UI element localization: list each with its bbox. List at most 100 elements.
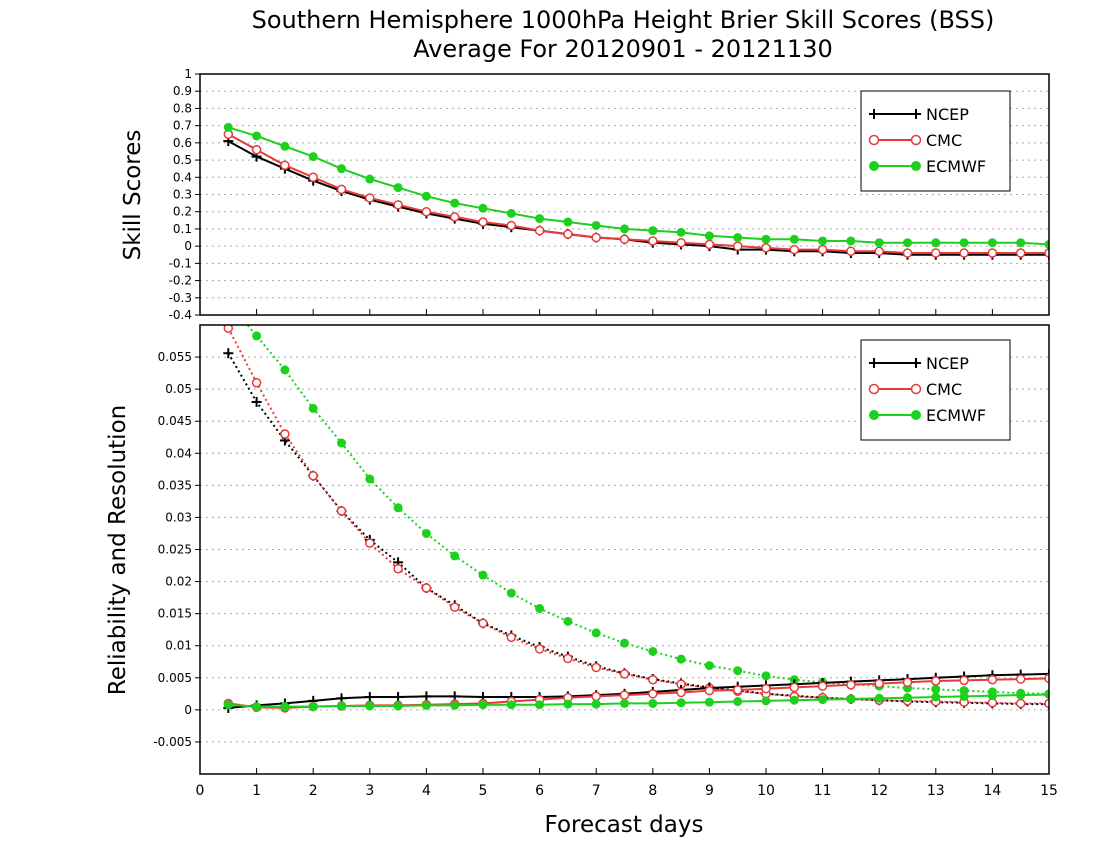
y-tick-label: 1: [184, 67, 192, 81]
series-line-cmc-resolution: [227, 327, 1049, 705]
data-point-cmc: [280, 429, 290, 439]
data-point-cmc: [1015, 248, 1026, 258]
data-point-cmc: [987, 248, 998, 258]
data-point-cmc: [478, 618, 488, 629]
y-tick-label: -0.005: [153, 735, 192, 749]
y-tick-label: 0.04: [165, 446, 192, 460]
y-tick-label: 0.015: [158, 607, 192, 621]
legend-marker: [869, 410, 879, 420]
data-point-cmc: [846, 680, 856, 690]
data-point-ecmwf: [704, 661, 714, 671]
data-point-ecmwf: [308, 403, 318, 413]
data-point-ecmwf: [591, 220, 601, 230]
y-tick-label: 0.4: [173, 170, 192, 184]
data-point-ecmwf: [620, 698, 629, 708]
data-point-cmc: [591, 691, 601, 702]
data-point-ecmwf: [676, 654, 686, 664]
data-point-cmc: [619, 669, 630, 679]
data-point-ecmwf: [959, 238, 969, 248]
data-point-ecmwf: [563, 616, 573, 626]
y-tick-label: -0.4: [169, 308, 192, 322]
data-point-cmc: [421, 206, 432, 217]
data-point-ecmwf: [506, 208, 516, 218]
x-tick-label: 13: [927, 783, 945, 799]
data-point-ecmwf: [308, 702, 318, 712]
plot-frame: [199, 73, 1050, 316]
data-point-ecmwf: [1016, 690, 1026, 700]
x-tick-label: 10: [757, 783, 775, 799]
data-point-cmc: [591, 662, 601, 673]
x-tick-label: 4: [422, 783, 431, 799]
x-tick-label: 5: [479, 783, 488, 799]
data-point-ecmwf: [563, 217, 573, 227]
bottom-y-axis-title: Reliability and Resolution: [105, 405, 131, 695]
data-point-ecmwf: [450, 551, 460, 561]
data-point-cmc: [676, 237, 686, 248]
data-point-ecmwf: [1044, 689, 1049, 699]
data-point-ecmwf: [789, 234, 799, 244]
data-point-ecmwf: [535, 700, 545, 710]
data-point-ecmwf: [393, 503, 403, 513]
data-point-cmc: [478, 217, 488, 227]
y-tick-label: 0.03: [165, 510, 192, 524]
data-point-ecmwf: [506, 700, 516, 710]
data-point-cmc: [563, 229, 573, 239]
data-point-cmc: [251, 377, 262, 388]
x-tick-label: 15: [1040, 783, 1058, 799]
data-point-cmc: [534, 225, 545, 236]
data-point-ecmwf: [280, 702, 290, 712]
data-point-ecmwf: [987, 238, 997, 248]
data-point-cmc: [874, 246, 884, 257]
legend-label-ecmwf: ECMWF: [926, 157, 986, 176]
data-point-ecmwf: [224, 299, 232, 307]
y-tick-label: 0.01: [165, 639, 192, 653]
x-tick-label: 2: [309, 783, 318, 799]
data-point-cmc: [591, 232, 601, 243]
data-point-cmc: [619, 234, 630, 245]
data-point-ecmwf: [704, 231, 714, 241]
data-point-ecmwf: [421, 700, 431, 710]
data-point-cmc: [817, 681, 828, 691]
data-point-cmc: [902, 248, 913, 258]
data-point-ecmwf: [450, 700, 460, 710]
data-point-ncep: [1044, 668, 1049, 679]
y-tick-label: -0.3: [169, 291, 192, 305]
data-point-ncep: [421, 691, 432, 702]
data-point-cmc: [365, 538, 375, 548]
y-tick-label: 0: [184, 239, 192, 253]
legend: NCEP CMC ECMWF: [860, 90, 1011, 192]
y-tick-label: 0.025: [158, 543, 192, 557]
x-tick-label: 7: [592, 783, 601, 799]
data-point-cmc: [732, 685, 743, 695]
x-tick-label: 14: [983, 783, 1001, 799]
legend-label-cmc: CMC: [926, 131, 962, 150]
data-point-ecmwf: [789, 695, 799, 705]
data-point-cmc: [648, 236, 658, 246]
data-point-ecmwf: [535, 214, 545, 224]
data-point-ecmwf: [506, 588, 516, 598]
data-point-ecmwf: [846, 694, 856, 704]
data-point-ecmwf: [337, 164, 346, 174]
data-point-cmc: [449, 602, 460, 612]
data-point-cmc: [902, 677, 913, 688]
data-point-ecmwf: [365, 701, 375, 711]
data-point-cmc: [223, 325, 234, 333]
y-tick-label: 0.5: [173, 153, 192, 167]
data-point-ecmwf: [733, 697, 743, 707]
data-point-ecmwf: [987, 691, 997, 701]
data-point-ecmwf: [761, 234, 771, 244]
x-tick-label: 8: [648, 783, 657, 799]
data-point-cmc: [931, 676, 941, 686]
y-tick-label: 0.3: [173, 188, 192, 202]
chart-title-line2: Average For 20120901 - 20121130: [413, 35, 833, 63]
y-tick-label: 0.9: [173, 84, 192, 98]
y-tick-label: 0.8: [173, 101, 192, 115]
series-line-ecmwf: [228, 126, 1049, 246]
x-tick-label: 9: [705, 783, 714, 799]
data-point-ecmwf: [648, 698, 658, 708]
data-point-cmc: [280, 160, 290, 170]
plot-frame: [199, 324, 1050, 775]
data-point-ecmwf: [252, 131, 262, 141]
data-point-ecmwf: [648, 226, 658, 236]
legend-label-ncep: NCEP: [926, 354, 969, 373]
